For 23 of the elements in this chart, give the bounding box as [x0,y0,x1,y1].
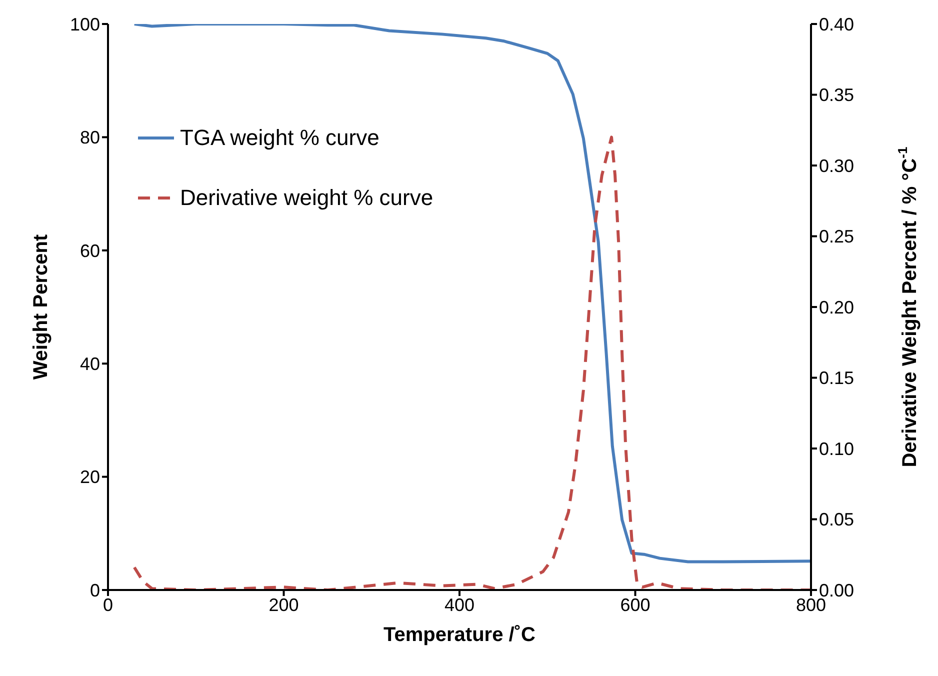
x-axis-title: Temperature /˚C [384,624,536,646]
y-tick-label: 20 [80,467,100,488]
y-axis-title: Weight Percent [30,234,52,380]
y-tick-label: 100 [70,14,100,34]
y2-tick-label: 0.35 [819,85,854,106]
y2-tick-label: 0.05 [819,510,854,530]
y-tick-label: 80 [80,128,100,148]
y2-tick-label: 0.15 [819,368,854,388]
legend-label: Derivative weight % curve [180,185,434,211]
x-tick-label: 200 [268,594,299,615]
line-series [132,24,811,564]
y2-tick-label: 0.30 [819,156,854,176]
x-tick-label: 600 [620,594,650,615]
y2-tick-label: 0.25 [819,226,854,247]
y2-tick-label: 0.10 [819,438,854,459]
x-tick-label: 0 [102,594,114,615]
y2-tick-label: 0.40 [819,14,854,34]
x-tick-label: 400 [444,594,475,615]
legend-label: TGA weight % curve [180,125,380,151]
y2-tick-label: 0.20 [819,297,854,318]
y-tick-label: 0 [90,580,100,600]
y-tick-label: 60 [80,240,100,261]
y-tick-label: 40 [80,354,100,374]
